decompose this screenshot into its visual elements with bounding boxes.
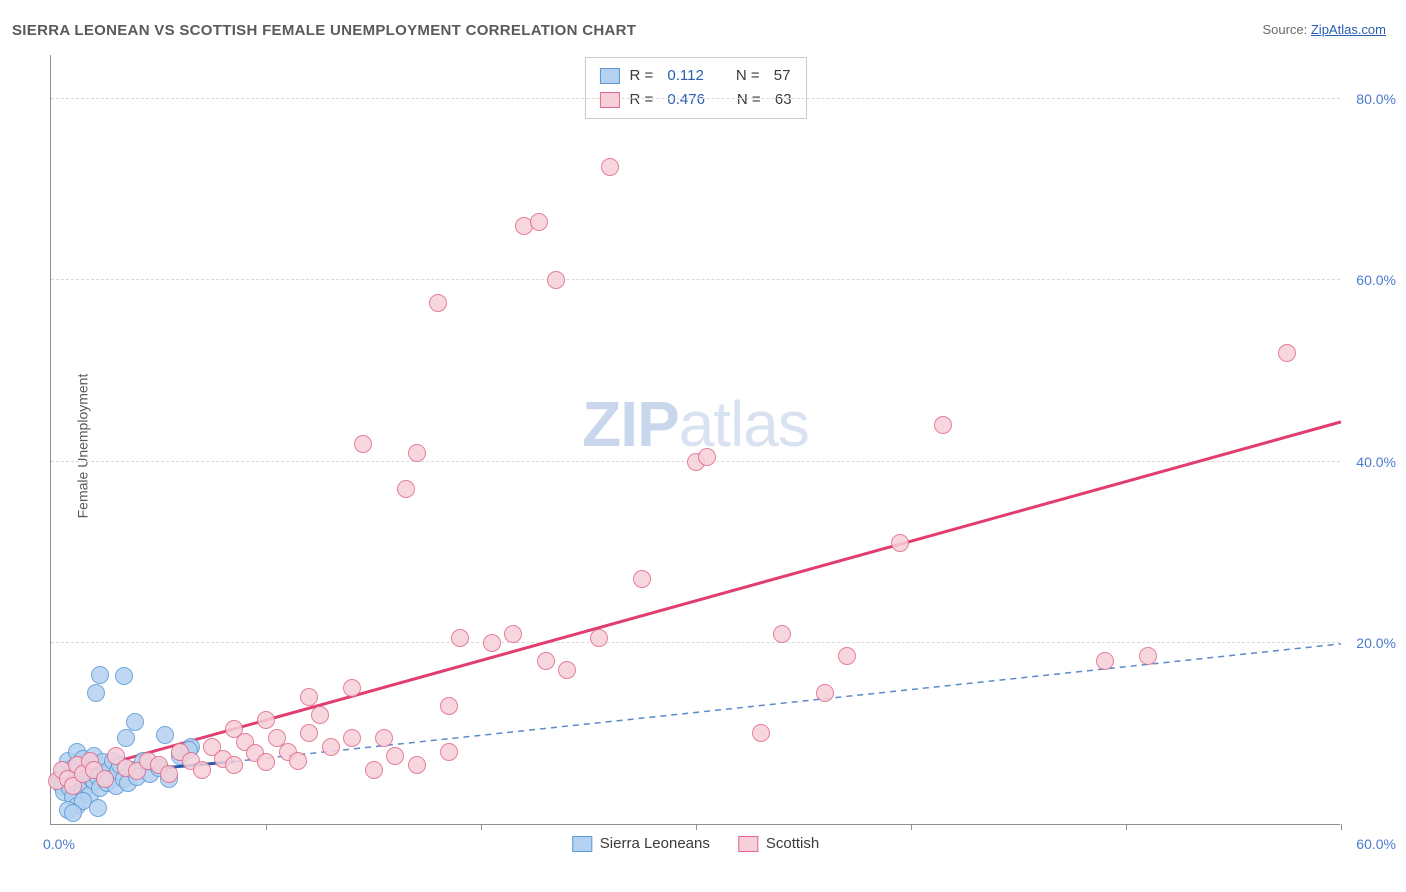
data-point — [96, 770, 114, 788]
legend-swatch — [572, 836, 592, 852]
data-point — [365, 761, 383, 779]
data-point — [1278, 344, 1296, 362]
y-tick-label: 60.0% — [1356, 272, 1396, 288]
legend-swatch — [738, 836, 758, 852]
data-point — [440, 743, 458, 761]
x-tick — [1341, 824, 1342, 830]
legend-item: Sierra Leoneans — [572, 835, 710, 852]
data-point — [375, 729, 393, 747]
data-point — [451, 629, 469, 647]
data-point — [117, 729, 135, 747]
data-point — [87, 684, 105, 702]
data-point — [64, 804, 82, 822]
data-point — [408, 756, 426, 774]
source-link[interactable]: ZipAtlas.com — [1311, 22, 1386, 37]
data-point — [343, 679, 361, 697]
y-tick-label: 20.0% — [1356, 635, 1396, 651]
data-point — [504, 625, 522, 643]
data-point — [386, 747, 404, 765]
data-point — [816, 684, 834, 702]
data-point — [126, 713, 144, 731]
data-point — [300, 724, 318, 742]
data-point — [160, 765, 178, 783]
data-point — [752, 724, 770, 742]
data-point — [343, 729, 361, 747]
data-point — [601, 158, 619, 176]
y-tick-label: 40.0% — [1356, 454, 1396, 470]
legend-label: Scottish — [766, 835, 819, 852]
data-point — [257, 711, 275, 729]
source-label: Source: — [1262, 22, 1310, 37]
data-point — [440, 697, 458, 715]
data-point — [311, 706, 329, 724]
chart-title: SIERRA LEONEAN VS SCOTTISH FEMALE UNEMPL… — [12, 22, 636, 39]
data-point — [1139, 647, 1157, 665]
trend-line-extrapolated — [234, 644, 1341, 762]
plot-area: ZIPatlas R = 0.112N = 57R = 0.476N = 63 … — [50, 55, 1340, 825]
legend-label: Sierra Leoneans — [600, 835, 710, 852]
data-point — [633, 570, 651, 588]
data-point — [934, 416, 952, 434]
series-legend: Sierra Leoneans Scottish — [572, 835, 819, 852]
data-point — [89, 799, 107, 817]
data-point — [773, 625, 791, 643]
x-axis-end-label: 60.0% — [1356, 836, 1396, 852]
data-point — [397, 480, 415, 498]
data-point — [698, 448, 716, 466]
data-point — [91, 666, 109, 684]
legend-item: Scottish — [738, 835, 819, 852]
data-point — [156, 726, 174, 744]
data-point — [225, 756, 243, 774]
data-point — [354, 435, 372, 453]
data-point — [408, 444, 426, 462]
data-point — [530, 213, 548, 231]
data-point — [193, 761, 211, 779]
data-point — [115, 667, 133, 685]
chart-container: SIERRA LEONEAN VS SCOTTISH FEMALE UNEMPL… — [0, 0, 1406, 892]
trend-line — [51, 422, 1341, 780]
y-tick-label: 80.0% — [1356, 91, 1396, 107]
data-point — [300, 688, 318, 706]
data-point — [289, 752, 307, 770]
data-point — [558, 661, 576, 679]
data-point — [547, 271, 565, 289]
data-point — [1096, 652, 1114, 670]
data-point — [590, 629, 608, 647]
trend-lines — [51, 55, 1341, 825]
data-point — [838, 647, 856, 665]
data-point — [429, 294, 447, 312]
data-point — [537, 652, 555, 670]
source-attribution: Source: ZipAtlas.com — [1262, 22, 1386, 37]
x-axis-start-label: 0.0% — [43, 836, 75, 852]
data-point — [257, 753, 275, 771]
data-point — [891, 534, 909, 552]
data-point — [322, 738, 340, 756]
data-point — [483, 634, 501, 652]
data-point — [225, 720, 243, 738]
